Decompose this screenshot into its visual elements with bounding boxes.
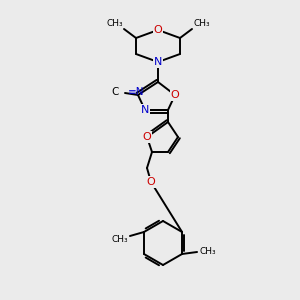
Text: O: O — [171, 90, 179, 100]
Text: N: N — [154, 57, 162, 67]
Text: O: O — [142, 132, 152, 142]
Text: CH₃: CH₃ — [199, 247, 216, 256]
Text: C: C — [112, 87, 119, 97]
Text: O: O — [147, 177, 155, 187]
Text: CH₃: CH₃ — [193, 20, 210, 28]
Text: CH₃: CH₃ — [111, 236, 128, 244]
Text: N: N — [141, 105, 149, 115]
Text: CH₃: CH₃ — [106, 20, 123, 28]
Text: O: O — [154, 25, 162, 35]
Text: ≡N: ≡N — [128, 87, 145, 97]
